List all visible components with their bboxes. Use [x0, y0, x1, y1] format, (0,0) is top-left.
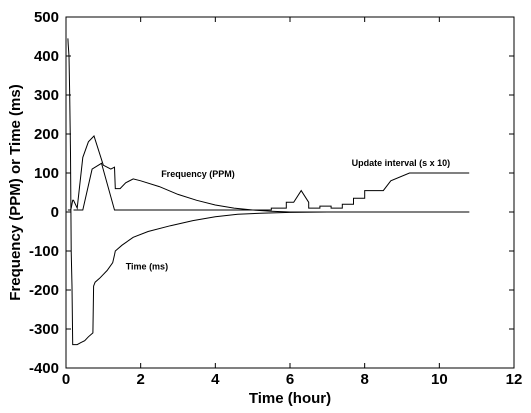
y-tick-label: 0 — [51, 204, 59, 221]
y-tick: 100 — [34, 165, 514, 182]
annotation-time: Time (ms) — [126, 262, 168, 272]
y-tick-label: 400 — [34, 48, 59, 65]
y-tick-label: 300 — [34, 87, 59, 104]
y-tick: 300 — [34, 87, 514, 104]
x-tick: 10 — [431, 17, 448, 388]
x-axis-ticks: 0 2 4 6 8 10 12 — [62, 17, 523, 388]
x-tick-label: 2 — [136, 371, 144, 388]
y-tick: 400 — [34, 48, 514, 65]
x-tick-label: 12 — [506, 371, 523, 388]
y-tick-label: -100 — [29, 243, 59, 260]
y-tick-label: 100 — [34, 165, 59, 182]
annotation-update-interval: Update interval (s x 10) — [352, 158, 451, 168]
x-tick: 8 — [360, 17, 369, 388]
y-tick: 500 — [34, 9, 514, 26]
y-tick-label: 500 — [34, 9, 59, 26]
x-tick-label: 4 — [211, 371, 220, 388]
plot-frame — [65, 16, 515, 369]
x-tick: 6 — [286, 17, 294, 388]
x-tick: 2 — [136, 17, 145, 388]
y-tick: -200 — [29, 282, 514, 299]
y-axis-ticks: -400 -300 -200 -100 0 100 200 300 400 500 — [29, 9, 514, 377]
y-tick-label: -300 — [29, 321, 59, 338]
x-axis-label: Time (hour) — [249, 390, 331, 407]
x-tick-label: 6 — [286, 371, 294, 388]
series-line-time-ms — [67, 38, 470, 346]
annotations: Frequency (PPM) Update interval (s x 10)… — [126, 158, 450, 272]
y-tick: -100 — [29, 243, 514, 260]
y-tick-label: 200 — [34, 126, 59, 143]
y-tick-label: -400 — [29, 360, 59, 377]
x-tick-label: 0 — [62, 371, 70, 388]
y-tick: -400 — [29, 360, 514, 377]
x-tick-label: 10 — [431, 371, 448, 388]
x-tick: 12 — [506, 17, 523, 388]
x-tick-label: 8 — [360, 371, 368, 388]
y-tick: 200 — [34, 126, 514, 143]
x-tick: 0 — [62, 17, 70, 388]
y-tick: -300 — [29, 321, 514, 338]
y-tick: 0 — [51, 204, 514, 221]
series-layer — [67, 38, 470, 346]
x-tick: 4 — [211, 17, 220, 388]
annotation-frequency: Frequency (PPM) — [161, 169, 235, 179]
y-axis-label: Frequency (PPM) or Time (ms) — [7, 84, 24, 300]
series-line-update-interval-s-x-10 — [73, 162, 470, 211]
series-line-frequency-ppm — [67, 135, 470, 213]
y-tick-label: -200 — [29, 282, 59, 299]
